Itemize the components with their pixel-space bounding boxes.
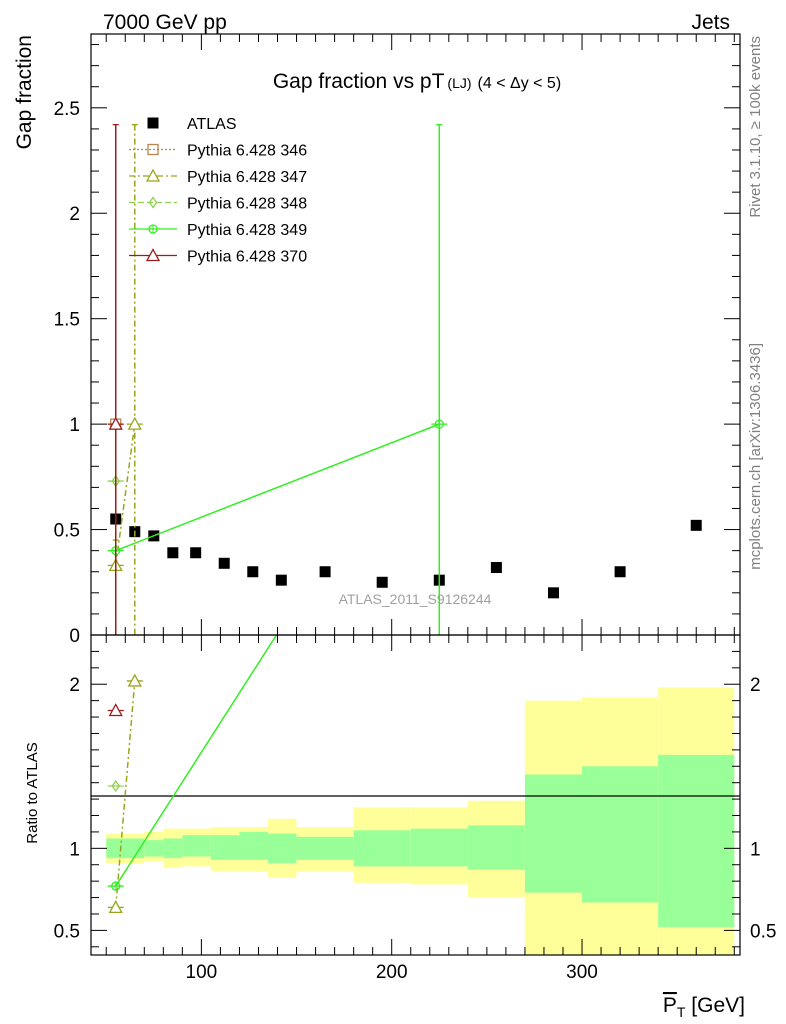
main-series-0-point — [275, 574, 287, 586]
ratio-series-0-point — [108, 900, 123, 914]
main-ytick-label: 0.5 — [54, 521, 80, 542]
inner-band-bin — [353, 830, 411, 867]
main-ytick-label: 0 — [69, 626, 80, 647]
inner-band-bin — [524, 774, 583, 893]
main-series-4-line — [115, 423, 440, 552]
x-axis-label: PT [GeV] — [663, 994, 745, 1020]
rivet-label: Rivet 3.1.10, ≥ 100k events — [747, 36, 764, 218]
main-series-0-point — [547, 587, 559, 599]
legend-label-1: Pythia 6.428 346 — [187, 143, 307, 160]
main-series-2-point — [127, 416, 142, 430]
legend: ATLAS Pythia 6.428 346 Pythia 6.428 347 Pyt… — [129, 116, 307, 266]
ratio-ytick-label-right: 1 — [750, 839, 761, 860]
main-series-0-point — [247, 566, 259, 578]
inner-band-bin — [467, 825, 525, 870]
x-tick-label: 100 — [186, 962, 218, 983]
inner-band-bin — [210, 835, 240, 860]
ratio-series-0-point — [127, 673, 142, 687]
main-ytick-label: 2.5 — [54, 99, 80, 120]
legend-marker-5 — [145, 248, 161, 262]
inner-band-bin — [144, 840, 164, 857]
ratio-series-2-line — [115, 635, 278, 887]
legend-marker-1 — [147, 143, 159, 156]
inner-band-bin — [106, 838, 126, 859]
ratio-ytick-label-right: 2 — [750, 675, 761, 696]
ratio-ytick-label: 0.5 — [54, 921, 80, 942]
main-series-0-point — [376, 576, 388, 588]
ratio-ytick-label-right: 0.5 — [750, 921, 776, 942]
main-series-5-point — [108, 416, 123, 430]
x-tick-label: 200 — [376, 962, 408, 983]
ratio-series-0-line — [114, 680, 136, 908]
main-series-0-point — [490, 562, 502, 574]
main-series-0-point — [614, 566, 626, 578]
main-ytick-label: 1 — [69, 415, 80, 436]
legend-label-4: Pythia 6.428 349 — [187, 222, 307, 239]
inner-band-bin — [658, 754, 735, 928]
inner-band-bin — [296, 836, 354, 860]
legend-label-3: Pythia 6.428 348 — [187, 196, 307, 213]
main-series-layer — [107, 124, 702, 635]
inner-band-bin — [410, 828, 468, 867]
ratio-series-3-point — [108, 703, 123, 717]
ratio-plot-frame — [90, 634, 741, 956]
plot-title-sub: (LJ) — [447, 75, 471, 91]
ratio-y-axis-label: Ratio to ATLAS — [24, 742, 41, 843]
mcplots-label: mcplots.cern.ch [arXiv:1306.3436] — [747, 343, 764, 570]
legend-label-2: Pythia 6.428 347 — [187, 169, 307, 186]
inner-band-bin — [268, 833, 297, 864]
main-series-0-point — [319, 566, 331, 578]
ratio-series-1-point — [111, 779, 121, 793]
x-axis-label-symbol: P — [663, 994, 677, 1017]
plot-title-cut: (4 < Δy < 5) — [478, 75, 562, 92]
ratio-ytick-label: 2 — [69, 675, 80, 696]
header-right: Jets — [691, 11, 730, 34]
inner-band-bin — [182, 835, 211, 857]
main-series-0-point — [690, 519, 702, 531]
analysis-watermark: ATLAS_2011_S9126244 — [339, 591, 492, 607]
legend-marker-2 — [145, 168, 161, 182]
inner-band-bin — [125, 838, 145, 859]
ratio-ytick-label: 1 — [69, 839, 80, 860]
legend-label-5: Pythia 6.428 370 — [187, 249, 307, 266]
x-axis-label-sub: T — [677, 1004, 686, 1020]
inner-band-bin — [582, 766, 659, 903]
header-left: 7000 GeV pp — [103, 11, 227, 34]
ratio-series-layer — [107, 635, 278, 914]
main-ytick-label: 2 — [69, 204, 80, 225]
inner-band-bin — [239, 831, 268, 860]
inner-band-bin — [163, 838, 183, 859]
main-series-0-point — [218, 557, 230, 569]
x-tick-label: 300 — [566, 962, 598, 983]
plot-title-main: Gap fraction vs pT — [273, 70, 445, 93]
main-series-0-point — [190, 547, 202, 559]
ratio-uncertainty-bands — [106, 687, 735, 955]
legend-marker-0 — [147, 117, 159, 129]
plot-title: Gap fraction vs pT (LJ) (4 < Δy < 5) — [273, 70, 561, 93]
main-ytick-label: 1.5 — [54, 310, 80, 331]
main-y-axis-label: Gap fraction — [13, 35, 36, 149]
legend-marker-3 — [148, 196, 158, 209]
main-series-0-point — [167, 547, 179, 559]
legend-label-0: ATLAS — [187, 116, 237, 133]
main-series-2-line — [114, 424, 136, 566]
x-axis-label-unit: [GeV] — [685, 994, 745, 1017]
axis-ticks: 0 0.5 1 1.5 2 2.5 100 200 300 0.5 0.5 1 1 2 2 — [54, 34, 776, 983]
